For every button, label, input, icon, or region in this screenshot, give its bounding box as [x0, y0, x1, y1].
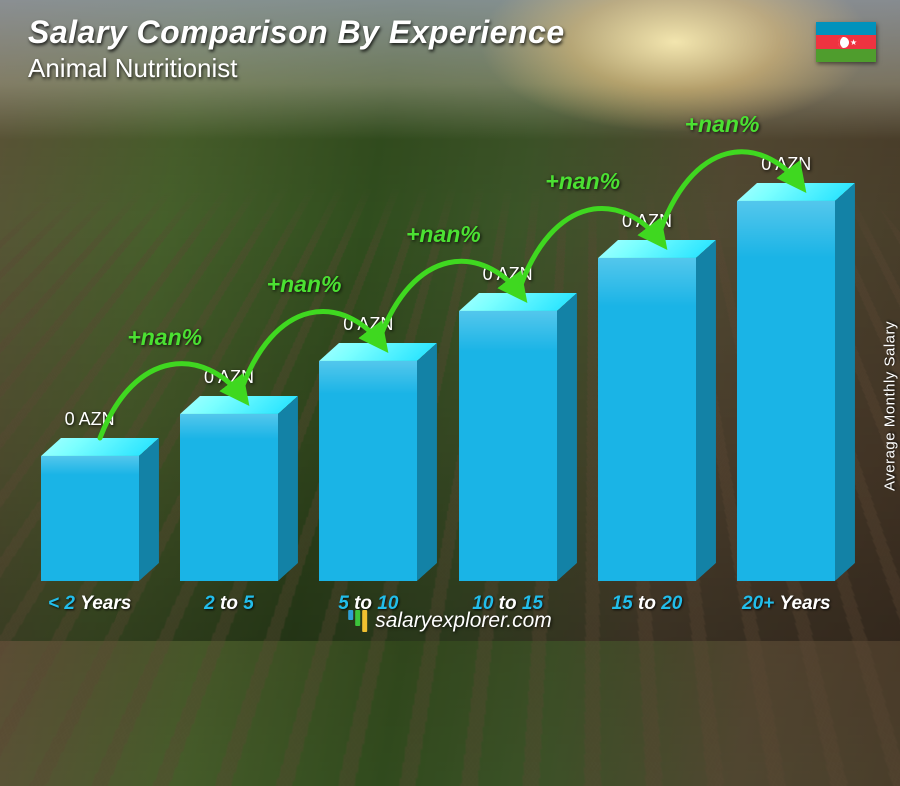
- bar-value-label: 0 AZN: [65, 409, 115, 430]
- page-subtitle: Animal Nutritionist: [28, 53, 565, 84]
- bar-value-label: 0 AZN: [204, 367, 254, 388]
- watermark-logo-icon: [348, 610, 367, 632]
- flag-crescent-icon: [838, 37, 849, 48]
- bar-category-label: 15 to 20: [612, 593, 683, 615]
- bar: [41, 456, 139, 581]
- flag-stripe-bot: [816, 49, 876, 62]
- bar: [459, 311, 557, 581]
- bar-slot: 0 AZN2 to 5: [173, 414, 284, 581]
- bar-slot: 0 AZN10 to 15: [452, 311, 563, 581]
- watermark: salaryexplorer.com: [348, 609, 552, 633]
- bar-category-label: 20+ Years: [742, 593, 831, 615]
- flag-stripe-mid: ★: [816, 35, 876, 48]
- bar: [737, 201, 835, 581]
- bar-value-label: 0 AZN: [343, 314, 393, 335]
- bar-slot: 0 AZN< 2 Years: [34, 456, 145, 581]
- bar-category-label: 2 to 5: [204, 593, 254, 615]
- flag-stripe-top: [816, 22, 876, 35]
- bar: [319, 361, 417, 581]
- bar-category-label: < 2 Years: [48, 593, 131, 615]
- bars-container: 0 AZN< 2 Years 0 AZN2 to 5 0 AZN5 to 10 0 A…: [34, 103, 842, 581]
- watermark-text: salaryexplorer.com: [375, 609, 552, 633]
- title-block: Salary Comparison By Experience Animal N…: [28, 14, 565, 84]
- bar-chart: 0 AZN< 2 Years 0 AZN2 to 5 0 AZN5 to 10 0 A…: [34, 103, 842, 581]
- bar-slot: 0 AZN5 to 10: [313, 361, 424, 581]
- bar-slot: 0 AZN15 to 20: [591, 258, 702, 581]
- y-axis-label: Average Monthly Salary: [882, 321, 899, 491]
- page-title: Salary Comparison By Experience: [28, 14, 565, 51]
- bar: [180, 414, 278, 581]
- bar-value-label: 0 AZN: [761, 154, 811, 175]
- bar-value-label: 0 AZN: [483, 264, 533, 285]
- bar-value-label: 0 AZN: [622, 211, 672, 232]
- country-flag-azerbaijan: ★: [816, 22, 876, 62]
- flag-star-icon: ★: [850, 39, 857, 47]
- bar-slot: 0 AZN20+ Years: [731, 201, 842, 581]
- bar: [598, 258, 696, 581]
